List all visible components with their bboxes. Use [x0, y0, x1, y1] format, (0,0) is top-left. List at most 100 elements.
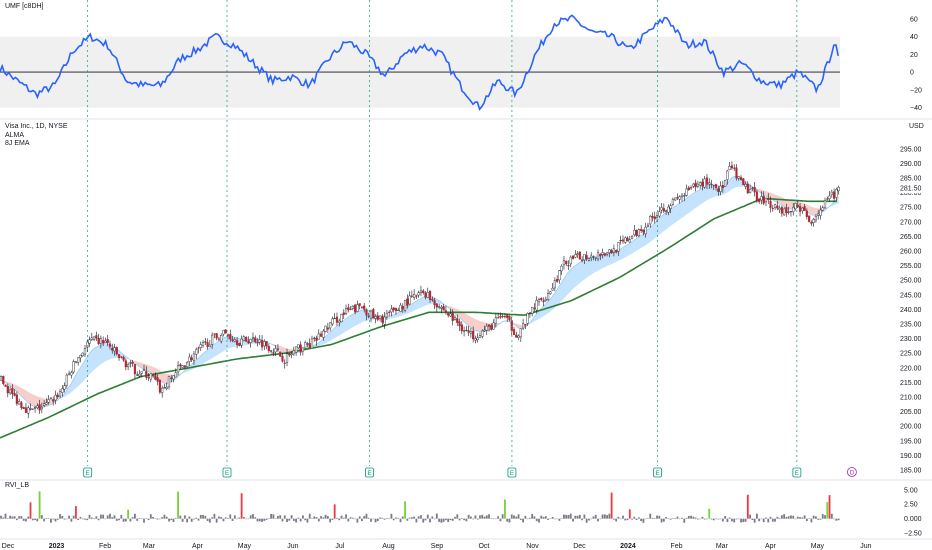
candle-body	[605, 252, 609, 255]
rvi-bar	[313, 516, 316, 519]
rvi-bar	[152, 517, 154, 519]
rvi-bar	[819, 518, 822, 520]
legend-alma: ALMA	[5, 132, 25, 139]
rvi-bar	[576, 515, 579, 519]
candle-body	[817, 213, 820, 216]
month-label: Sep	[431, 543, 444, 550]
candle-body	[812, 219, 815, 223]
candle-body	[742, 178, 745, 186]
earnings-badge	[83, 467, 93, 478]
rvi-bar	[544, 516, 547, 519]
candle-body	[773, 204, 777, 208]
candle-body	[649, 216, 652, 225]
candle-body	[406, 298, 409, 306]
candle-body	[615, 249, 618, 253]
candle-body	[190, 357, 193, 361]
rvi-bar	[6, 518, 9, 519]
currency-label: USD	[909, 123, 924, 130]
price-tick-label: 265.00	[900, 234, 922, 241]
rvi-bar	[281, 518, 284, 522]
rvi-bar	[288, 518, 291, 521]
candle-body	[181, 365, 184, 368]
candle-body	[785, 207, 788, 213]
rvi-bar	[88, 514, 91, 519]
rvi-bar	[522, 518, 524, 523]
rvi-bar	[683, 518, 686, 523]
month-label: Nov	[526, 543, 539, 550]
rvi-bar	[340, 515, 343, 519]
candle-body	[671, 199, 675, 205]
rvi-bar	[617, 516, 620, 519]
candle-body	[165, 386, 168, 389]
candle-body	[29, 408, 32, 410]
candle-body	[724, 180, 727, 187]
candle-body	[821, 207, 824, 211]
candle-body	[733, 167, 736, 169]
candle-body	[640, 229, 643, 231]
candle-body	[106, 339, 109, 343]
alma-ribbon	[527, 176, 755, 325]
candle-body	[188, 356, 191, 362]
candle-body	[258, 339, 261, 343]
rvi-bar	[740, 518, 742, 523]
candle-body	[814, 216, 818, 221]
candle-body	[81, 352, 84, 357]
rvi-bar	[188, 516, 191, 519]
price-tick-label: 215.00	[900, 380, 922, 387]
rvi-bar	[456, 514, 459, 519]
rvi-bar	[77, 518, 80, 520]
ema-line	[0, 197, 837, 439]
rvi-bar	[592, 516, 595, 519]
candle-body	[242, 336, 245, 341]
rvi-bar	[211, 517, 214, 519]
candle-body	[342, 312, 345, 315]
rvi-bar	[656, 515, 658, 519]
rvi-bar	[63, 518, 66, 520]
rvi-bar	[242, 517, 245, 519]
rvi-bar	[685, 517, 688, 519]
candle-body	[88, 339, 91, 344]
candle-body	[780, 207, 783, 214]
rvi-bar	[97, 518, 100, 521]
candle-body	[778, 207, 781, 210]
candle-body	[692, 183, 695, 187]
candle-body	[451, 312, 454, 321]
rvi-bar	[830, 513, 833, 519]
candle-body	[492, 322, 495, 330]
candle-body	[388, 311, 391, 313]
rvi-bar	[672, 518, 674, 519]
rvi-bar	[445, 518, 447, 521]
rvi-bar	[762, 518, 765, 523]
rvi-bar	[681, 517, 683, 519]
candle-body	[95, 335, 98, 339]
rvi-bar	[833, 518, 835, 520]
rvi-bar	[376, 518, 379, 522]
rvi-bar	[34, 518, 36, 521]
rvi-bar	[129, 518, 132, 522]
rvi-bar	[778, 517, 781, 519]
rvi-bar	[261, 518, 263, 522]
candle-body	[356, 304, 359, 312]
candle-body	[317, 333, 320, 340]
earnings-badge	[792, 467, 802, 478]
candle-body	[601, 252, 604, 255]
rvi-bar	[619, 518, 622, 520]
candle-body	[272, 352, 275, 354]
candle-body	[783, 208, 786, 216]
rvi-bar	[458, 518, 461, 521]
candle-body	[354, 304, 357, 313]
rvi-bar	[649, 513, 652, 519]
rvi-bar	[102, 514, 105, 519]
rvi-bar	[454, 516, 456, 519]
rvi-bar	[2, 517, 5, 519]
candle-body	[186, 362, 189, 368]
candle-body	[424, 292, 427, 298]
candle-body	[122, 357, 125, 361]
rvi-bar	[485, 515, 488, 519]
rvi-bar	[363, 516, 366, 519]
month-label: May	[238, 543, 252, 550]
rvi-bar	[181, 518, 184, 522]
candle-body	[83, 348, 87, 355]
candle-body	[837, 187, 840, 192]
